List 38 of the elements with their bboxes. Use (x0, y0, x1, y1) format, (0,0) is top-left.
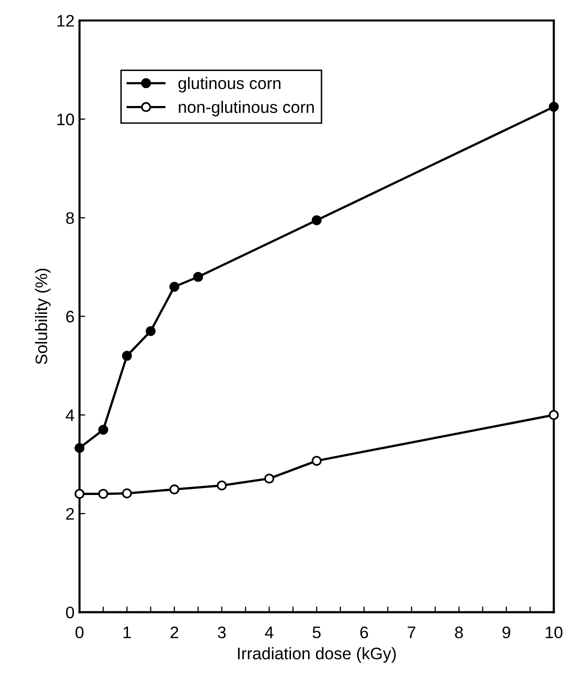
y-tick-label: 2 (66, 508, 74, 520)
point (548, 410, 559, 420)
point (312, 456, 322, 466)
legend-label: non-glutinous corn (178, 100, 314, 116)
legend-label: glutinous corn (178, 76, 280, 92)
x-tick-label: 8 (455, 626, 463, 638)
y-tick-label: 0 (66, 606, 74, 618)
x-tick-label: 0 (76, 626, 84, 638)
x-tick-label: 4 (264, 626, 274, 638)
point (122, 488, 132, 498)
x-tick-label: 1 (124, 626, 131, 638)
point (74, 488, 85, 499)
x-tick-label: 9 (502, 626, 510, 638)
y-tick-label: 12 (57, 14, 74, 27)
x-axis-title: Irradiation dose (kGy) (238, 647, 396, 663)
x-tick-label: 7 (408, 626, 416, 638)
point (312, 215, 322, 226)
y-tick-label: 10 (57, 114, 74, 126)
point (169, 484, 180, 494)
y-tick-label: 4 (66, 410, 74, 421)
y-axis-title: Solubility (%) (35, 268, 51, 364)
point (216, 480, 227, 490)
x-tick-label: 2 (170, 626, 178, 638)
x-tick-label: 3 (218, 626, 226, 638)
point (548, 102, 559, 112)
point (169, 282, 180, 292)
x-tick-label: 6 (360, 626, 368, 638)
y-tick-label: 8 (66, 212, 74, 224)
point (264, 474, 274, 484)
y-tick-label: 6 (66, 310, 74, 323)
point (146, 326, 156, 336)
point (122, 350, 132, 361)
x-tick-label: 10 (546, 626, 562, 638)
point (193, 272, 204, 282)
point (74, 442, 85, 453)
point (98, 488, 108, 499)
point (98, 424, 108, 435)
x-tick-label: 5 (312, 626, 321, 638)
